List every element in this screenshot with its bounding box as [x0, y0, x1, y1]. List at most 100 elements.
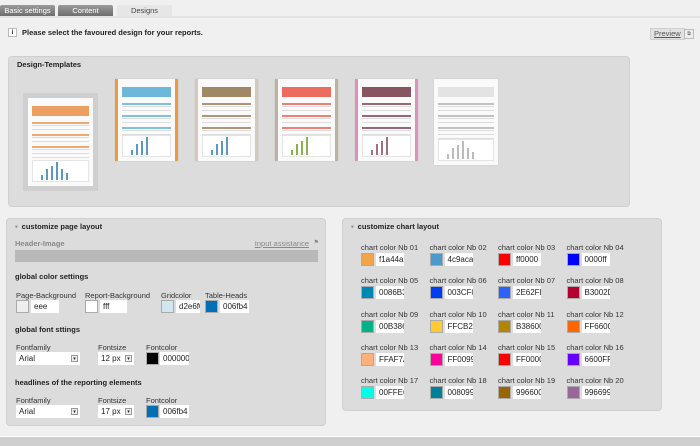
fontcolor-swatch[interactable]	[146, 352, 159, 365]
chart-color-input[interactable]: 00B386	[376, 319, 404, 333]
design-template-thumbnail[interactable]	[23, 93, 98, 191]
design-template-thumbnail[interactable]	[115, 79, 178, 161]
collapse-icon[interactable]: ▪	[351, 222, 354, 231]
chart-color-input[interactable]: 003CF0	[444, 286, 473, 300]
chart-color-input[interactable]: 996600	[513, 386, 541, 400]
chart-color-input[interactable]: 0086B3	[376, 286, 404, 300]
chart-color-swatch[interactable]	[498, 386, 511, 400]
chart-color-swatch[interactable]	[361, 286, 374, 300]
thumbnail-line	[32, 125, 89, 126]
chart-color-input[interactable]: 2E62FF	[513, 286, 541, 300]
design-template-thumbnail[interactable]	[275, 79, 338, 161]
chart-color-input[interactable]: 0000ff	[581, 253, 610, 266]
chart-color-swatch[interactable]	[361, 253, 374, 266]
header-image-label: Header-Image	[15, 239, 65, 248]
chart-color-swatch[interactable]	[429, 253, 443, 266]
chart-color-input[interactable]: FFAF7A	[376, 352, 404, 366]
design-template-thumbnail[interactable]	[434, 79, 498, 165]
fontsize-select[interactable]: 12 px ▾	[98, 352, 134, 365]
chart-color-swatch[interactable]	[566, 286, 580, 300]
headline-fontcolor-input[interactable]: 006fb4	[160, 405, 189, 418]
headline-fontcolor-swatch[interactable]	[146, 405, 159, 418]
chart-color-swatch[interactable]	[429, 286, 443, 300]
info-icon: i	[8, 28, 17, 37]
design-template-thumbnail[interactable]	[195, 79, 258, 161]
tab-bar: Basic settings Content Designs	[0, 5, 172, 16]
chart-color-label: chart color Nb 01	[361, 243, 419, 252]
fontcolor-input[interactable]: 000000	[160, 352, 189, 365]
chart-color-input[interactable]: ff0000	[513, 253, 541, 266]
headline-fontfamily-select[interactable]: Arial ▾	[16, 405, 80, 418]
fontfamily-select[interactable]: Arial ▾	[16, 352, 80, 365]
thumbnail-bar	[216, 144, 218, 155]
chart-color-swatch[interactable]	[429, 319, 443, 333]
color-input[interactable]: d2e6f0	[176, 300, 200, 313]
collapse-icon[interactable]: ▪	[15, 222, 18, 231]
thumbnail-bar	[447, 153, 449, 159]
thumbnail-line	[202, 122, 251, 123]
chart-color-swatch[interactable]	[566, 386, 580, 400]
chart-color-input[interactable]: 6600FF	[581, 352, 610, 366]
fontsize-value: 12 px	[101, 354, 121, 363]
preview-window-icon[interactable]: ⧉	[684, 29, 694, 39]
chart-color-input[interactable]: 996699	[581, 386, 610, 400]
chart-color-input[interactable]: FF6600	[581, 319, 610, 333]
chart-color-input[interactable]: B3002D	[581, 286, 610, 300]
thumbnail-line	[438, 110, 494, 111]
chart-color-label: chart color Nb 11	[498, 309, 555, 319]
color-swatch[interactable]	[205, 300, 218, 313]
design-template-thumbnail[interactable]	[355, 79, 418, 161]
color-input[interactable]: 006fb4	[220, 300, 249, 313]
chart-color-swatch[interactable]	[498, 352, 511, 366]
chart-color-input[interactable]: B38600	[513, 319, 541, 333]
color-input[interactable]: eee	[31, 300, 59, 313]
tab-content[interactable]: Content	[58, 5, 113, 16]
input-assistance-link[interactable]: Input assistance	[254, 239, 309, 248]
chart-color-label: chart color Nb 09	[361, 309, 419, 319]
thumbnail-line	[32, 141, 89, 142]
chart-color-swatch[interactable]	[498, 319, 511, 333]
header-image-field[interactable]	[15, 250, 318, 262]
thumbnail-header	[362, 87, 411, 97]
thumbnail-line	[282, 122, 331, 123]
chart-color-input[interactable]: f1a44a	[376, 253, 404, 266]
chart-color-input[interactable]: 00FFE6	[376, 386, 404, 400]
chart-color-input[interactable]: FFCB2E	[444, 319, 473, 333]
chart-color-swatch[interactable]	[498, 286, 511, 300]
preview-button[interactable]: Preview	[650, 28, 685, 40]
color-swatch[interactable]	[161, 300, 174, 313]
chart-color-swatch[interactable]	[361, 352, 374, 366]
tab-basic-settings[interactable]: Basic settings	[0, 5, 55, 16]
chart-color-swatch[interactable]	[498, 253, 511, 266]
chart-color-input[interactable]: 4c9aca	[444, 253, 473, 266]
thumbnail-rule	[438, 103, 494, 105]
chart-color-swatch[interactable]	[566, 352, 580, 366]
thumbnail-line	[362, 130, 411, 131]
chart-color-swatch[interactable]	[361, 386, 374, 400]
thumbnail-line	[282, 110, 331, 111]
headline-fontsize-select[interactable]: 17 px ▾	[98, 405, 134, 418]
chart-color-input[interactable]: 008099	[444, 386, 473, 400]
thumbnail-chart	[282, 135, 331, 157]
thumbnail-bar	[306, 137, 308, 155]
chart-color-label: chart color Nb 20	[566, 376, 624, 386]
color-field-label: Report-Background	[85, 291, 151, 300]
color-swatch[interactable]	[16, 300, 29, 313]
color-field-label: Table-Heads	[205, 291, 248, 300]
chart-color-input[interactable]: FF0000	[513, 352, 541, 366]
assist-icon[interactable]: ⚑	[313, 240, 319, 246]
headline-fontsize-label: Fontsize	[98, 396, 127, 405]
global-font-title: global font sttings	[15, 325, 80, 334]
chart-color-label: chart color Nb 06	[429, 276, 487, 286]
chart-color-swatch[interactable]	[429, 386, 443, 400]
chart-color-swatch[interactable]	[429, 352, 443, 366]
thumbnail-line	[122, 130, 171, 131]
color-input[interactable]: fff	[100, 300, 127, 313]
color-swatch[interactable]	[85, 300, 98, 313]
chart-color-swatch[interactable]	[566, 253, 580, 266]
chart-color-input[interactable]: FF0099	[444, 352, 473, 366]
thumbnail-rule	[362, 103, 411, 105]
chart-color-swatch[interactable]	[361, 319, 374, 333]
chart-color-swatch[interactable]	[566, 319, 580, 333]
tab-designs[interactable]: Designs	[117, 5, 172, 16]
